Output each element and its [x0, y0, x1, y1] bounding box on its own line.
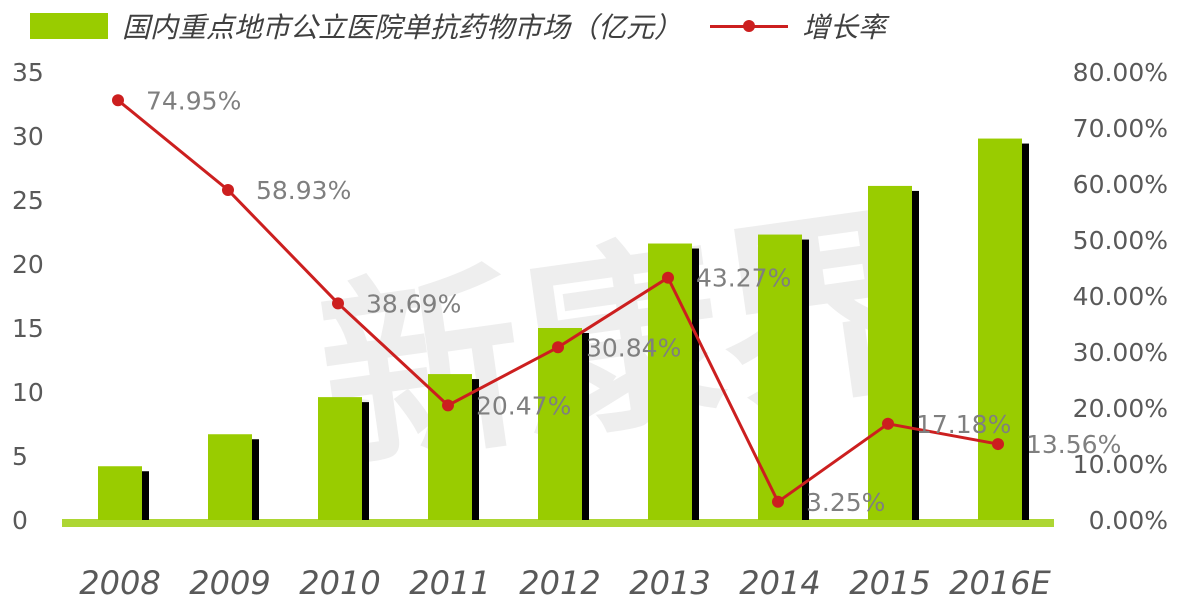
y-right-tick-label: 70.00%: [1073, 114, 1168, 143]
legend-bar-label: 国内重点地市公立医院单抗药物市场（亿元）: [122, 11, 683, 44]
growth-rate-data-label: 58.93%: [256, 176, 351, 205]
x-tick-label: 2016E: [949, 564, 1051, 602]
x-tick-label: 2008: [79, 564, 160, 602]
x-axis-baseline: [62, 519, 1054, 527]
y-left-tick-label: 5: [12, 442, 28, 471]
y-left-tick-label: 15: [12, 314, 44, 343]
legend-line-swatch: [710, 13, 789, 39]
growth-rate-point: [442, 399, 454, 412]
y-right-tick-label: 80.00%: [1073, 58, 1168, 87]
bar: [538, 328, 582, 520]
bar: [98, 466, 142, 520]
bar: [208, 434, 252, 520]
growth-rate-data-label: 3.25%: [806, 488, 885, 517]
growth-rate-data-label: 74.95%: [146, 86, 241, 115]
legend-bar-swatch: [30, 13, 108, 39]
bar: [428, 374, 472, 520]
growth-rate-data-label: 13.56%: [1026, 430, 1121, 459]
growth-rate-data-label: 43.27%: [696, 264, 791, 293]
bar: [978, 138, 1022, 520]
growth-rate-data-label: 20.47%: [476, 391, 571, 420]
y-right-tick-label: 60.00%: [1073, 170, 1168, 199]
growth-rate-data-label: 30.84%: [586, 333, 681, 362]
bar: [758, 234, 802, 520]
growth-rate-data-label: 38.69%: [366, 289, 461, 318]
x-tick-label: 2013: [629, 564, 710, 602]
growth-rate-point: [992, 438, 1004, 451]
growth-rate-point: [882, 417, 894, 430]
y-right-tick-label: 10.00%: [1073, 450, 1168, 479]
bar: [648, 243, 692, 520]
y-right-tick-label: 40.00%: [1073, 282, 1168, 311]
y-left-tick-label: 25: [12, 186, 44, 215]
growth-rate-point: [662, 271, 674, 284]
growth-rate-point: [772, 495, 784, 508]
growth-rate-point: [552, 341, 564, 354]
x-tick-label: 2014: [739, 564, 820, 602]
growth-rate-data-label: 17.18%: [916, 410, 1011, 439]
growth-rate-point: [222, 183, 234, 196]
y-right-tick-label: 30.00%: [1073, 338, 1168, 367]
bar: [318, 397, 362, 520]
y-left-tick-label: 35: [12, 58, 44, 87]
y-left-tick-label: 20: [12, 250, 44, 279]
x-tick-label: 2011: [409, 564, 490, 602]
y-left-tick-label: 10: [12, 378, 44, 407]
y-right-tick-label: 20.00%: [1073, 394, 1168, 423]
y-right-tick-label: 50.00%: [1073, 226, 1168, 255]
chart-legend: 国内重点地市公立医院单抗药物市场（亿元） 增长率: [30, 4, 886, 48]
x-tick-label: 2009: [189, 564, 270, 602]
x-tick-label: 2015: [849, 564, 930, 602]
growth-rate-point: [332, 297, 344, 310]
growth-rate-point: [112, 94, 124, 107]
legend-line-label: 增长率: [802, 11, 887, 44]
y-right-tick-label: 0.00%: [1089, 506, 1168, 535]
bar: [868, 185, 912, 521]
x-tick-label: 2012: [519, 564, 600, 602]
y-left-tick-label: 30: [12, 122, 44, 151]
y-left-tick-label: 0: [12, 506, 28, 535]
x-tick-label: 2010: [299, 564, 380, 602]
